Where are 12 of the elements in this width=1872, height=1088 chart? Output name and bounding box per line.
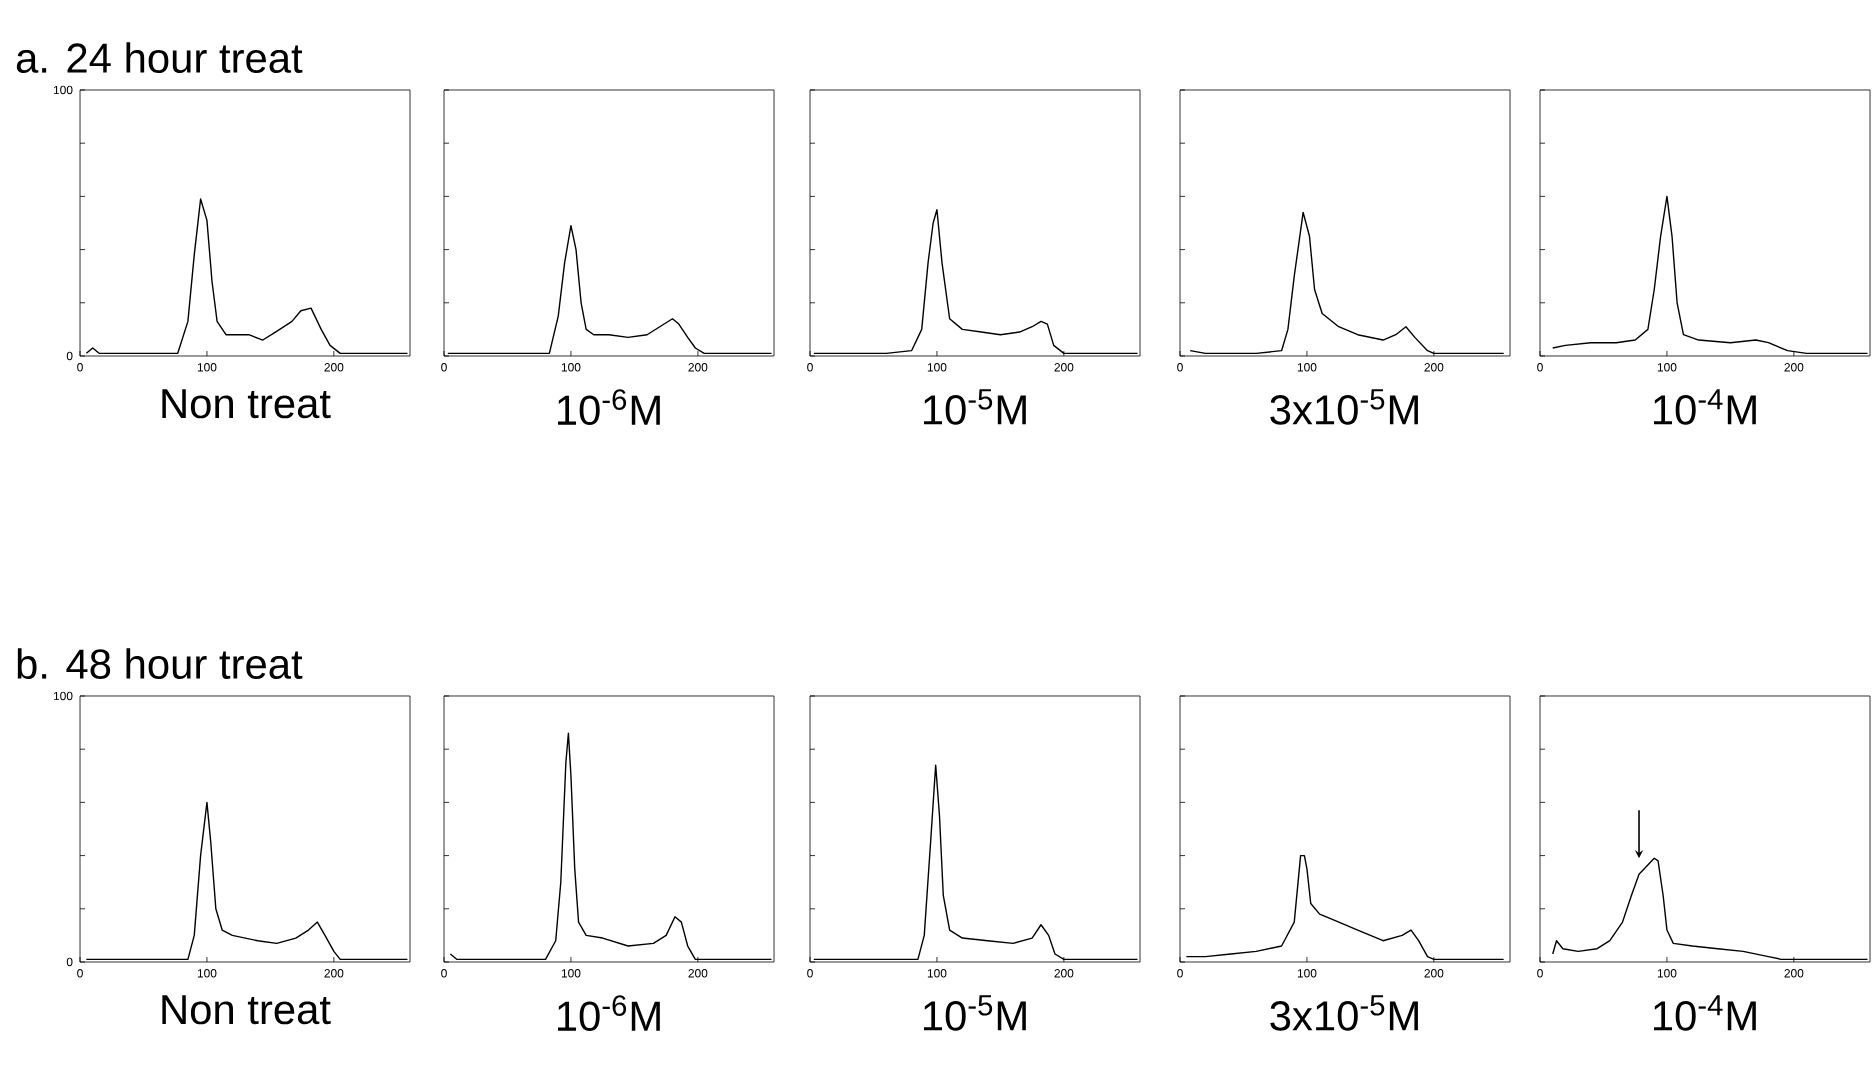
x-axis-title: 10$^{-5}$M [923, 389, 1026, 425]
x-axis-title: 3x10$^{-5}$M [1270, 995, 1418, 1031]
x-axis-title: 10$^{-4}$M [1653, 389, 1756, 425]
x-axis-title: 10$^{-5}$M [923, 995, 1026, 1031]
x-axis-title: 10$^{-6}$M [557, 389, 660, 426]
x-axis-title: 10$^{-4}$M [1653, 995, 1756, 1031]
chart-title: b. 48 hour treat [17, 648, 303, 679]
chart-title: a. 24 hour treat [16, 42, 303, 73]
x-axis-title: Non treat [162, 389, 331, 419]
x-axis-title: 10$^{-6}$M [557, 995, 660, 1032]
x-axis-title: 3x10$^{-5}$M [1270, 389, 1418, 425]
x-axis-title: Non treat [162, 995, 331, 1025]
